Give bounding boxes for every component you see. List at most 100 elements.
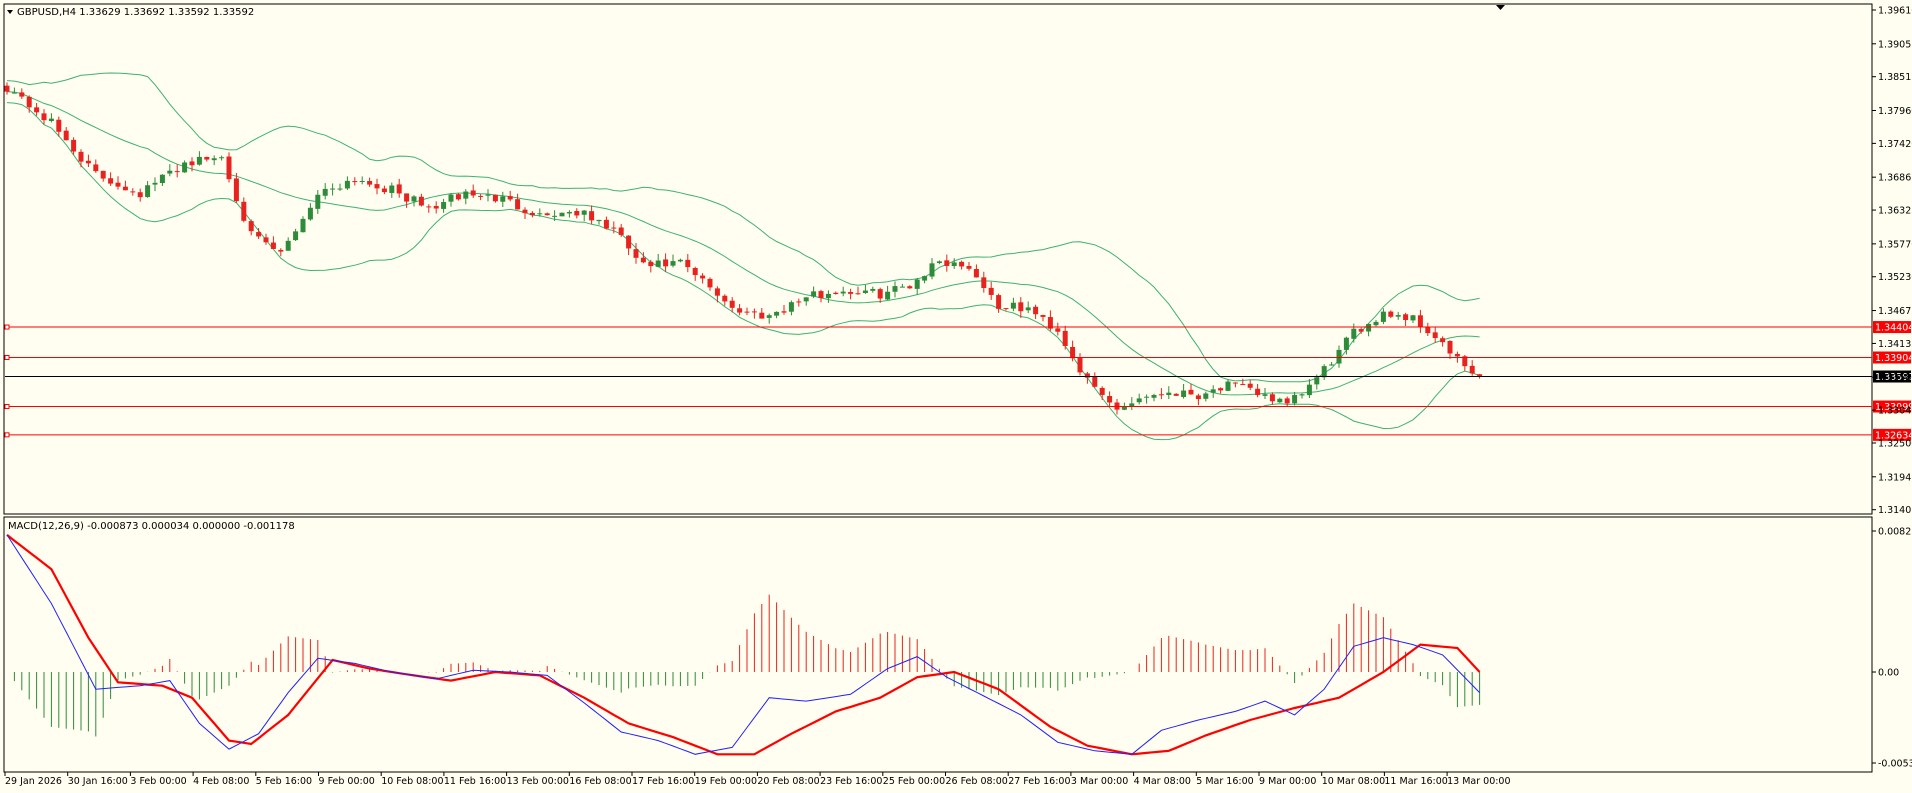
candle-body <box>818 291 824 299</box>
candle-body <box>1121 406 1127 410</box>
candle-body <box>448 194 454 202</box>
price-tick-label: 1.35770 <box>1878 239 1912 250</box>
price-tag-label: 1.33592 <box>1875 372 1912 383</box>
candle-body <box>640 257 646 263</box>
candle-body <box>26 96 32 108</box>
candle-body <box>988 287 994 295</box>
candle-body <box>1417 315 1423 327</box>
candle-body <box>1240 384 1246 386</box>
candle-body <box>1033 306 1039 315</box>
price-tick-label: 1.33040 <box>1878 406 1912 417</box>
candle-body <box>603 219 609 229</box>
level-handle-icon[interactable] <box>4 432 10 438</box>
candle-body <box>855 293 861 295</box>
candle-body <box>381 188 387 193</box>
candle-body <box>840 291 846 294</box>
candle-body <box>1299 394 1305 396</box>
candle-body <box>996 295 1002 309</box>
price-panel[interactable]: 1.34404 1.33904 1.33592 1.33099 1.32634 1.39… <box>3 3 1912 516</box>
candle-body <box>589 211 595 221</box>
candle-body <box>966 266 972 269</box>
price-tick-label: 1.31405 <box>1878 505 1912 516</box>
level-handle-icon[interactable] <box>4 324 10 330</box>
level-handle-icon[interactable] <box>4 355 10 361</box>
candle-body <box>1255 388 1261 396</box>
candle-body <box>1358 329 1364 332</box>
candle-body <box>219 157 225 159</box>
candle-body <box>811 291 817 297</box>
candle-body <box>115 182 121 187</box>
candle-body <box>1203 393 1209 399</box>
candle-body <box>426 206 432 208</box>
candle-body <box>1247 383 1253 388</box>
macd-tick-label: -0.00531 <box>1878 759 1912 770</box>
candle-body <box>788 302 794 312</box>
price-tick-label: 1.33580 <box>1878 373 1912 384</box>
time-tick-label: 20 Feb 08:00 <box>757 776 819 787</box>
candle-body <box>507 196 513 200</box>
symbol-dropdown-icon[interactable] <box>7 10 13 14</box>
candle-body <box>1321 366 1327 378</box>
level-price-tag <box>1873 428 1911 441</box>
candle-body <box>692 267 698 275</box>
candle-body <box>307 207 313 220</box>
candle-body <box>1403 314 1409 320</box>
price-tag-label: 1.32634 <box>1875 430 1912 441</box>
candle-body <box>722 295 728 302</box>
price-axis: 1.39610 1.39055 1.38515 1.37960 1.37420 1.368… <box>1872 6 1912 516</box>
candle-body <box>1062 330 1068 346</box>
candle-body <box>322 188 328 196</box>
candle-body <box>1010 302 1016 309</box>
candle-body <box>1129 403 1135 407</box>
candle-body <box>167 170 173 174</box>
candle-body <box>1166 392 1172 395</box>
macd-line <box>6 534 1480 755</box>
candle-body <box>337 188 343 190</box>
candle-body <box>300 218 306 233</box>
candle-body <box>56 119 62 132</box>
candle-body <box>1225 381 1231 391</box>
candle-body <box>1084 373 1090 378</box>
candle-body <box>922 276 928 281</box>
price-tick-label: 1.34675 <box>1878 306 1912 317</box>
candle-body <box>404 193 410 202</box>
candle-body <box>1151 394 1157 398</box>
candle-body <box>374 184 380 189</box>
candle-body <box>685 259 691 268</box>
candle-body <box>315 194 321 209</box>
macd-panel[interactable]: 0.00823 0.00 -0.00531 MACD(12,26,9) -0.000… <box>3 516 1912 773</box>
candle-body <box>781 311 787 313</box>
candle-body <box>145 185 151 197</box>
candle-body <box>862 290 868 293</box>
candle-body <box>1314 377 1320 385</box>
candle-body <box>122 186 128 191</box>
candle-body <box>618 227 624 235</box>
candle-body <box>41 113 47 121</box>
candle-body <box>293 231 299 241</box>
candle-body <box>478 195 484 197</box>
candles <box>4 82 1483 415</box>
candle-body <box>241 201 247 221</box>
horizontal-levels[interactable]: 1.34404 1.33904 1.33592 1.33099 1.32634 <box>4 321 1912 441</box>
bollinger-upper <box>6 72 1480 383</box>
candle-body <box>204 156 210 160</box>
shift-marker-icon[interactable] <box>1496 5 1505 10</box>
candle-body <box>633 249 639 258</box>
candle-body <box>226 156 232 180</box>
candle-body <box>1388 311 1394 317</box>
candle-body <box>1284 398 1290 404</box>
time-tick-label: 3 Mar 00:00 <box>1071 776 1128 787</box>
candle-body <box>973 269 979 278</box>
price-tag-label: 1.34404 <box>1875 323 1912 334</box>
candle-body <box>159 174 165 183</box>
time-tick-label: 27 Feb 16:00 <box>1008 776 1070 787</box>
candle-body <box>1055 328 1061 332</box>
candle-body <box>1277 398 1283 403</box>
macd-header: MACD(12,26,9) -0.000873 0.000034 0.00000… <box>8 521 295 532</box>
level-handle-icon[interactable] <box>4 404 10 410</box>
candle-body <box>1003 308 1009 310</box>
candle-body <box>648 261 654 267</box>
candle-body <box>1329 364 1335 366</box>
price-tick-label: 1.38515 <box>1878 72 1912 83</box>
